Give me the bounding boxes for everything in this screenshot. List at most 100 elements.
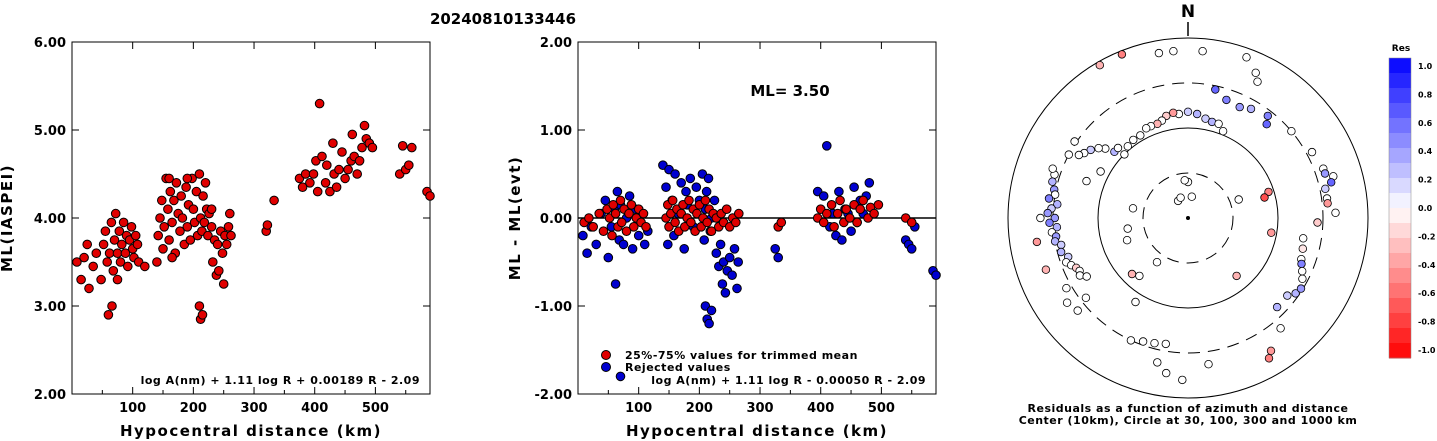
colorbar-swatch xyxy=(1389,88,1411,104)
data-point xyxy=(731,217,741,228)
rejected-point xyxy=(676,178,687,188)
colorbar-swatch xyxy=(1389,103,1411,119)
rejected-point xyxy=(639,239,650,250)
data-point xyxy=(337,147,347,157)
ring-30km xyxy=(1142,172,1234,264)
station-residual-point xyxy=(1113,143,1123,153)
colorbar-swatch xyxy=(1389,193,1411,209)
station-residual-point xyxy=(1266,346,1276,355)
station-residual-point xyxy=(1264,187,1273,197)
y-tick-label: 3.00 xyxy=(34,300,66,315)
data-point xyxy=(829,222,839,232)
data-point xyxy=(269,195,279,206)
points-layer xyxy=(578,141,941,382)
rejected-point xyxy=(770,244,781,254)
station-residual-point xyxy=(1056,240,1066,250)
data-point xyxy=(873,200,884,210)
station-residual-point xyxy=(1307,147,1317,157)
station-residual-point xyxy=(1168,108,1178,117)
rejected-point xyxy=(578,230,588,241)
data-point xyxy=(218,279,229,289)
colorbar-swatch xyxy=(1389,73,1411,89)
rejected-point xyxy=(661,182,671,192)
station-residual-point xyxy=(1192,109,1202,119)
data-point xyxy=(629,222,639,232)
station-residual-point xyxy=(1235,102,1244,112)
data-point xyxy=(855,204,866,214)
x-tick-label: 500 xyxy=(868,401,895,416)
station-residual-point xyxy=(1183,107,1193,116)
station-residual-point xyxy=(1096,167,1105,176)
data-point xyxy=(322,160,332,170)
station-residual-point xyxy=(1131,297,1140,307)
data-point xyxy=(706,226,717,236)
legend-marker-rejected xyxy=(601,362,611,372)
data-point xyxy=(300,169,311,179)
caption-line-2: Center (10km), Circle at 30, 100, 300 an… xyxy=(1019,414,1358,427)
station-residual-point xyxy=(1048,164,1057,173)
x-tick-label: 400 xyxy=(301,401,328,416)
rejected-point xyxy=(834,186,844,197)
caption-line-1: Residuals as a function of azimuth and d… xyxy=(1028,402,1349,415)
station-residual-point xyxy=(1036,213,1045,223)
station-residual-point xyxy=(1234,195,1243,204)
data-point xyxy=(297,182,308,192)
points-layer xyxy=(1032,47,1340,385)
data-point xyxy=(182,222,193,232)
station-residual-point xyxy=(1214,119,1223,128)
data-point xyxy=(818,217,829,228)
colorbar-swatch xyxy=(1389,148,1411,164)
station-residual-point xyxy=(1180,176,1189,185)
data-point xyxy=(107,301,117,311)
rejected-point xyxy=(711,248,722,258)
station-residual-point xyxy=(1073,306,1082,315)
data-point xyxy=(686,217,696,228)
colorbar-swatch xyxy=(1389,133,1411,149)
station-residual-point xyxy=(1074,150,1084,160)
y-tick-label: 2.00 xyxy=(34,388,66,403)
data-point xyxy=(167,217,177,228)
data-point xyxy=(200,178,211,188)
data-point xyxy=(221,239,232,250)
data-point xyxy=(197,310,208,320)
rejected-point xyxy=(849,182,859,192)
y-tick-label: 2.00 xyxy=(540,36,572,51)
station-residual-point xyxy=(1048,177,1057,186)
data-point xyxy=(164,235,174,245)
station-residual-point xyxy=(1081,293,1091,302)
station-residual-point xyxy=(1127,269,1137,279)
rejected-point xyxy=(822,141,832,151)
data-point xyxy=(191,186,202,197)
data-point xyxy=(826,200,837,210)
data-point xyxy=(334,164,344,175)
data-point xyxy=(108,266,119,276)
legend-label-trimmed: 25%-75% values for trimmed mean xyxy=(625,349,858,362)
colorbar-swatch xyxy=(1389,283,1411,299)
x-axis-label: Hypocentral distance (km) xyxy=(120,422,382,440)
colorbar-swatch xyxy=(1389,313,1411,329)
data-point xyxy=(100,226,111,236)
station-residual-point xyxy=(1052,222,1062,232)
station-residual-point xyxy=(1135,271,1144,281)
rejected-point xyxy=(717,279,728,289)
panel-ml-vs-distance: 100 200 300 400 500 2.00 3.00 4.00 5.00 6.00 log … xyxy=(0,36,435,440)
rejected-point xyxy=(701,186,712,197)
colorbar-swatch xyxy=(1389,238,1411,254)
data-point xyxy=(79,252,89,263)
rejected-point xyxy=(732,283,742,294)
rejected-point xyxy=(704,318,714,329)
data-point xyxy=(670,217,680,228)
data-point xyxy=(858,195,869,206)
data-point xyxy=(91,248,102,258)
rejected-point xyxy=(610,279,621,289)
rejected-point xyxy=(906,244,917,254)
rejected-point xyxy=(615,371,626,382)
station-residual-point xyxy=(1044,194,1054,203)
data-point xyxy=(72,257,82,267)
data-point xyxy=(607,230,617,241)
data-point xyxy=(159,222,169,232)
data-point xyxy=(624,208,634,219)
station-residual-point xyxy=(1218,126,1228,136)
data-point xyxy=(684,195,694,206)
data-point xyxy=(331,182,342,192)
